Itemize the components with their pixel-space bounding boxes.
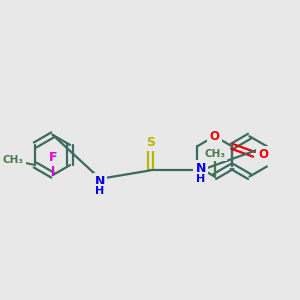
Text: H: H: [95, 186, 105, 196]
Text: N: N: [196, 162, 206, 175]
Text: H: H: [196, 174, 205, 184]
Text: O: O: [258, 148, 268, 161]
Text: F: F: [48, 151, 57, 164]
Text: N: N: [95, 175, 105, 188]
Text: CH₃: CH₃: [204, 148, 225, 159]
Text: O: O: [210, 130, 220, 143]
Text: CH₃: CH₃: [3, 155, 24, 165]
Text: S: S: [146, 136, 155, 149]
